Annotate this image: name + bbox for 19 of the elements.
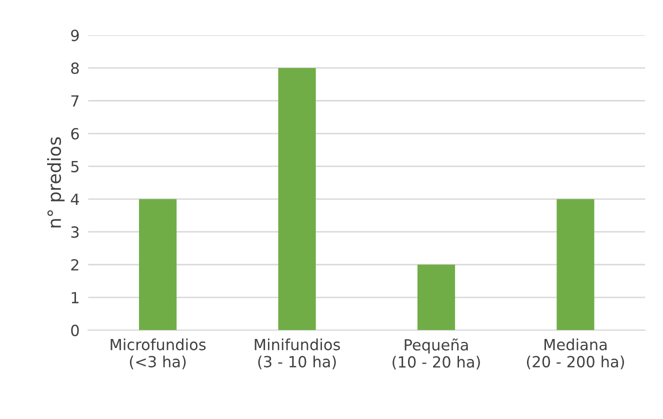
y-tick-label: 5 (71, 160, 79, 172)
y-tick-label: 0 (71, 324, 79, 336)
x-tick-label: Microfundios (<3 ha) (110, 338, 206, 370)
x-tick-label: Minifundios (3 - 10 ha) (254, 338, 340, 370)
y-tick-label: 7 (71, 95, 79, 107)
y-tick-label: 1 (72, 292, 78, 304)
y-tick-label: 3 (71, 226, 79, 238)
x-tick-label: Mediana (20 - 200 ha) (526, 338, 624, 370)
bar (139, 199, 177, 330)
y-axis-title: n° predios (47, 137, 65, 228)
y-tick-label: 9 (71, 30, 79, 42)
y-tick-label: 4 (70, 194, 79, 205)
y-tick-label: 8 (71, 62, 79, 74)
y-tick-label: 6 (71, 128, 79, 140)
y-tick-label: 2 (71, 259, 78, 270)
x-tick-label: Pequeña (10 - 20 ha) (392, 338, 480, 370)
bar (278, 68, 316, 330)
bar (556, 199, 594, 330)
bar (417, 264, 456, 330)
